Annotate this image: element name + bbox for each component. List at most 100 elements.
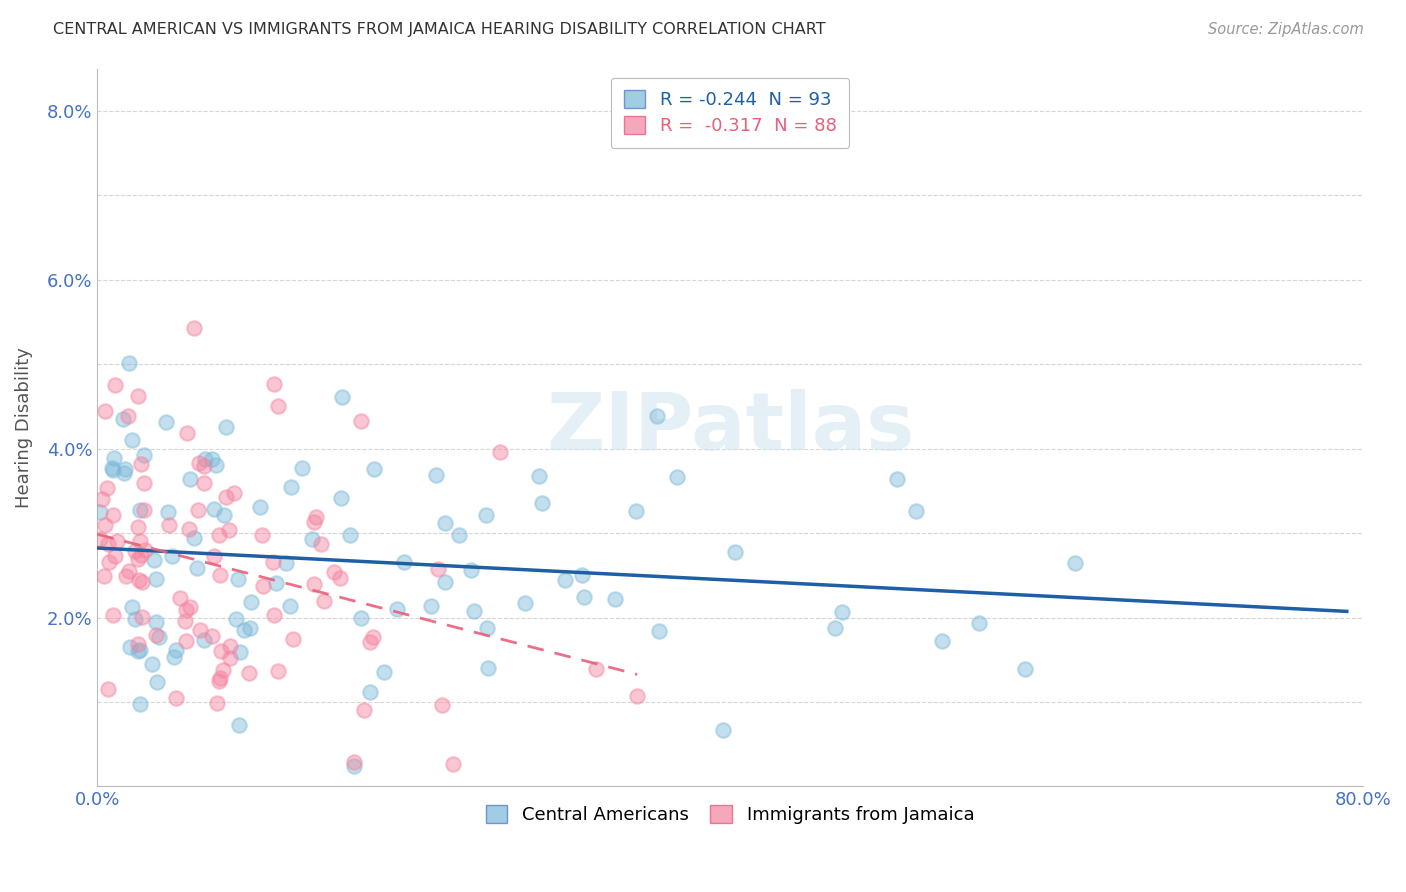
Point <box>127 519 149 533</box>
Point <box>301 532 323 546</box>
Point <box>513 596 536 610</box>
Point <box>94 404 117 418</box>
Point <box>434 575 457 590</box>
Point <box>363 462 385 476</box>
Point <box>225 612 247 626</box>
Point <box>278 599 301 613</box>
Point <box>132 503 155 517</box>
Point <box>291 461 314 475</box>
Point <box>89 505 111 519</box>
Point <box>183 321 205 335</box>
Point <box>145 628 167 642</box>
Point <box>105 534 128 549</box>
Y-axis label: Hearing Disability: Hearing Disability <box>15 347 32 508</box>
Point <box>343 755 366 769</box>
Point <box>127 389 149 403</box>
Point <box>187 503 209 517</box>
Point <box>112 411 135 425</box>
Point <box>129 533 152 548</box>
Point <box>127 552 149 566</box>
Point <box>249 500 271 514</box>
Point <box>931 633 953 648</box>
Point <box>219 651 242 665</box>
Point <box>263 608 285 623</box>
Point <box>174 603 197 617</box>
Point <box>263 377 285 392</box>
Point <box>118 564 141 578</box>
Point <box>145 615 167 629</box>
Point <box>129 548 152 562</box>
Point <box>434 516 457 530</box>
Point <box>209 568 232 582</box>
Point <box>174 615 197 629</box>
Point <box>280 480 302 494</box>
Legend: Central Americans, Immigrants from Jamaica: Central Americans, Immigrants from Jamai… <box>475 795 986 835</box>
Point <box>724 545 747 559</box>
Point <box>329 571 352 585</box>
Point <box>165 643 187 657</box>
Point <box>226 572 249 586</box>
Point <box>124 612 146 626</box>
Point <box>626 504 648 518</box>
Point <box>202 502 225 516</box>
Point <box>186 560 208 574</box>
Point <box>427 562 450 576</box>
Point <box>571 567 593 582</box>
Point <box>305 510 328 524</box>
Point <box>361 630 384 644</box>
Point <box>463 604 485 618</box>
Point <box>250 528 273 542</box>
Point <box>93 518 115 533</box>
Point <box>302 515 325 529</box>
Point <box>131 610 153 624</box>
Point <box>193 475 215 490</box>
Point <box>420 599 443 614</box>
Point <box>134 448 156 462</box>
Point <box>179 473 201 487</box>
Point <box>174 633 197 648</box>
Point <box>264 576 287 591</box>
Point <box>276 556 298 570</box>
Point <box>309 537 332 551</box>
Point <box>350 414 373 428</box>
Point <box>626 689 648 703</box>
Point <box>281 632 304 647</box>
Point <box>824 621 846 635</box>
Point <box>215 491 238 505</box>
Point <box>330 390 353 404</box>
Point <box>233 623 256 637</box>
Point <box>101 463 124 477</box>
Point <box>129 458 152 472</box>
Point <box>330 491 353 505</box>
Point <box>969 615 991 630</box>
Point <box>212 663 235 677</box>
Point <box>475 508 498 522</box>
Point <box>711 723 734 738</box>
Point <box>188 456 211 470</box>
Point <box>208 673 231 688</box>
Point <box>128 573 150 587</box>
Point <box>145 572 167 586</box>
Point <box>238 666 260 681</box>
Point <box>128 698 150 712</box>
Point <box>104 377 127 392</box>
Point <box>112 467 135 481</box>
Point <box>132 476 155 491</box>
Point <box>157 517 180 532</box>
Point <box>205 696 228 710</box>
Point <box>155 415 177 429</box>
Point <box>353 703 375 717</box>
Point <box>215 420 238 434</box>
Point <box>103 508 125 522</box>
Point <box>90 491 112 506</box>
Point <box>430 698 453 712</box>
Point <box>212 508 235 522</box>
Point <box>114 462 136 476</box>
Point <box>228 718 250 732</box>
Point <box>228 645 250 659</box>
Point <box>1064 556 1087 570</box>
Point <box>93 569 115 583</box>
Point <box>129 503 152 517</box>
Point <box>165 691 187 706</box>
Point <box>267 399 290 413</box>
